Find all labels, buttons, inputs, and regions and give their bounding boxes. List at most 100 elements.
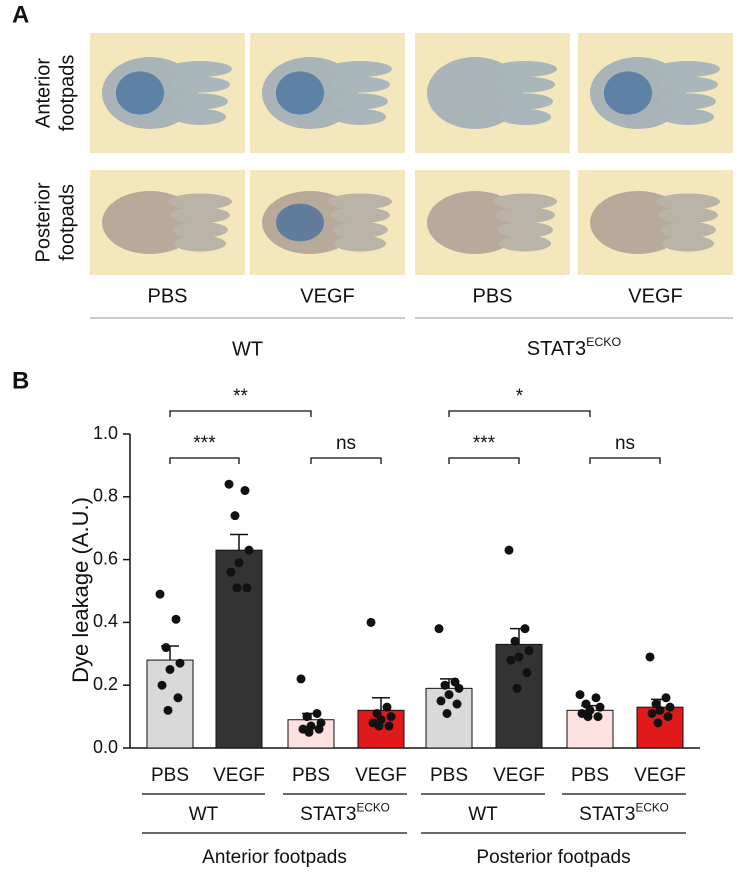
label-superscript: ECKO — [356, 801, 389, 814]
row-label: footpads — [56, 184, 78, 261]
data-point — [504, 545, 514, 555]
data-point — [175, 658, 185, 668]
paw — [427, 191, 523, 254]
data-point — [653, 718, 663, 728]
data-point — [514, 652, 524, 662]
paw — [427, 57, 523, 129]
toe — [656, 61, 720, 77]
data-point — [157, 680, 167, 690]
data-point — [224, 479, 234, 489]
x-tick-label: PBS — [430, 765, 468, 786]
toe — [334, 109, 386, 125]
data-point — [665, 702, 675, 712]
x-tick-label: PBS — [151, 765, 189, 786]
data-point — [173, 693, 183, 703]
column-label: VEGF — [628, 285, 682, 307]
data-point — [595, 702, 605, 712]
data-point — [382, 702, 392, 712]
y-axis-label: Dye leakage (A.U.) — [68, 497, 93, 683]
toe — [332, 221, 388, 238]
data-point — [163, 705, 173, 715]
paw — [102, 191, 198, 254]
data-point — [444, 690, 454, 700]
label-base: STAT3 — [527, 338, 586, 360]
data-point — [575, 690, 585, 700]
bar — [146, 659, 194, 749]
data-point — [663, 712, 673, 722]
toe — [168, 193, 232, 210]
data-point — [524, 646, 534, 656]
data-point — [442, 708, 452, 718]
x-tick-label: VEGF — [355, 765, 407, 786]
row-label: Posterior — [32, 182, 54, 262]
x-tick-label: VEGF — [213, 765, 265, 786]
significance-bracket — [448, 457, 520, 464]
toe — [495, 207, 555, 224]
toe — [174, 109, 226, 125]
toe — [332, 93, 388, 110]
toe — [493, 61, 557, 77]
toe — [660, 221, 716, 238]
data-point — [234, 558, 244, 568]
data-point — [506, 655, 516, 665]
group-label: STAT3ECKO — [527, 335, 622, 360]
toe — [328, 193, 392, 210]
toe — [170, 76, 230, 93]
group-label: Posterior footpads — [476, 847, 630, 868]
label-superscript: ECKO — [586, 335, 621, 349]
group-label: Anterior footpads — [202, 847, 347, 868]
toe — [328, 61, 392, 77]
group-label: WT — [468, 804, 498, 825]
y-tick-label: 0.6 — [93, 548, 118, 568]
significance-label: *** — [473, 433, 496, 454]
data-point — [655, 705, 665, 715]
toe — [170, 207, 230, 224]
y-tick-label: 0.4 — [93, 611, 118, 631]
label-superscript: ECKO — [635, 801, 668, 814]
data-point — [165, 665, 175, 674]
significance-bracket — [169, 410, 312, 417]
group-label: WT — [232, 338, 263, 360]
bar — [215, 549, 263, 749]
dye-stain — [604, 71, 652, 115]
y-tick-label: 0.0 — [93, 737, 118, 757]
group-label: STAT3ECKO — [300, 801, 390, 825]
panel-label: A — [12, 1, 29, 28]
y-tick-label: 0.2 — [93, 674, 118, 694]
toe — [330, 76, 390, 93]
dye-stain — [276, 71, 324, 115]
data-point — [436, 696, 446, 706]
bar — [566, 709, 614, 749]
data-point — [522, 668, 532, 678]
toe — [497, 221, 553, 238]
dye-stain — [116, 71, 164, 115]
data-point — [366, 617, 376, 627]
toe — [656, 193, 720, 210]
y-tick-label: 0.8 — [93, 486, 118, 506]
data-point — [374, 721, 384, 731]
significance-bracket — [310, 457, 382, 464]
data-point — [314, 724, 324, 734]
data-point — [661, 693, 671, 703]
data-point — [591, 693, 601, 703]
toe — [662, 109, 714, 125]
toe — [172, 221, 228, 238]
data-point — [434, 624, 444, 634]
data-point — [647, 708, 657, 718]
significance-label: ns — [615, 433, 635, 454]
group-label: WT — [189, 804, 219, 825]
toe — [499, 109, 551, 125]
data-point — [161, 643, 171, 653]
significance-label: * — [516, 386, 524, 407]
data-point — [302, 712, 312, 722]
data-point — [645, 652, 655, 662]
label-base: STAT3 — [300, 804, 356, 825]
paw — [590, 191, 686, 254]
toe — [334, 235, 386, 252]
x-tick-label: VEGF — [634, 765, 686, 786]
column-label: PBS — [147, 285, 187, 307]
data-point — [440, 680, 450, 690]
data-point — [232, 583, 242, 593]
data-point — [454, 683, 464, 693]
